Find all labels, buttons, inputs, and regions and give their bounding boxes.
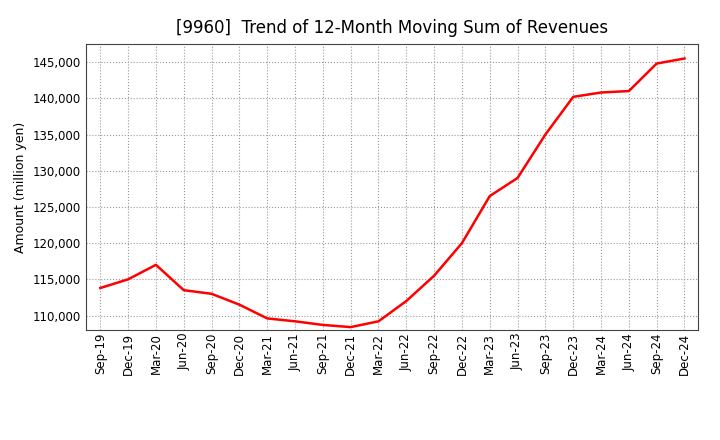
Y-axis label: Amount (million yen): Amount (million yen) xyxy=(14,121,27,253)
Title: [9960]  Trend of 12-Month Moving Sum of Revenues: [9960] Trend of 12-Month Moving Sum of R… xyxy=(176,19,608,37)
